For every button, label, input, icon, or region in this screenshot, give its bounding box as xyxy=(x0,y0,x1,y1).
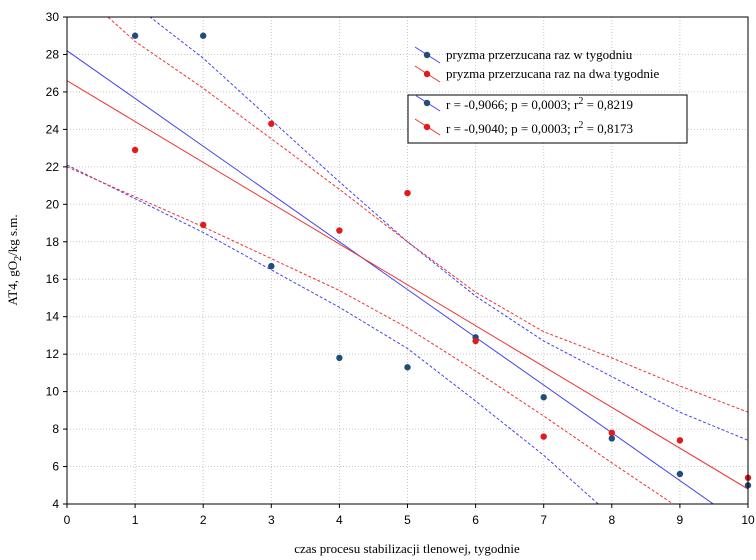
x-tick-label: 7 xyxy=(540,513,547,527)
y-tick-label: 18 xyxy=(46,235,60,249)
stats-text-series-1: r = -0,9066; p = 0,0003; r2 = 0,8219 xyxy=(446,96,633,112)
data-point-series-2 xyxy=(131,146,139,154)
legend-item-series-2: pryzma przerzucana raz na dwa tygodnie xyxy=(414,65,660,83)
data-point-series-1 xyxy=(200,32,207,39)
data-point-series-1 xyxy=(404,364,411,371)
data-point-series-2 xyxy=(404,189,411,197)
legend-marker-series-1 xyxy=(423,51,431,59)
data-point-series-2 xyxy=(472,337,479,345)
x-tick-label: 5 xyxy=(404,513,411,527)
x-tick-label: 6 xyxy=(472,513,479,527)
x-tick-label: 9 xyxy=(677,513,684,527)
data-point-series-2 xyxy=(268,120,275,127)
x-tick-label: 2 xyxy=(200,513,207,527)
x-tick-label: 3 xyxy=(268,513,275,527)
legend-item-series-1: pryzma przerzucana raz w tygodniu xyxy=(414,46,633,64)
data-points xyxy=(131,32,752,489)
data-point-series-2 xyxy=(200,221,207,229)
data-point-series-1 xyxy=(540,394,547,401)
y-tick-label: 20 xyxy=(46,197,60,211)
y-tick-label: 4 xyxy=(52,497,59,511)
confidence-band-upper-series-1 xyxy=(149,17,748,441)
y-tick-label: 10 xyxy=(46,385,60,399)
confidence-band-lower-series-2 xyxy=(67,166,674,504)
x-tick-label: 4 xyxy=(336,513,343,527)
x-axis-title: czas procesu stabilizacji tlenowej, tygo… xyxy=(294,541,520,556)
y-axis-title: AT4, gO2/kg s.m. xyxy=(5,214,24,305)
stats-marker-series-2 xyxy=(423,123,431,131)
data-point-series-1 xyxy=(676,470,684,478)
stats-item-series-2: r = -0,9040; p = 0,0003; r2 = 0,8173 xyxy=(414,118,633,136)
x-tick-label: 10 xyxy=(741,513,755,527)
y-tick-label: 30 xyxy=(46,10,60,24)
stats-text-series-2: r = -0,9040; p = 0,0003; r2 = 0,8173 xyxy=(446,120,633,136)
y-tick-label: 26 xyxy=(46,85,60,99)
regression-line-series-1 xyxy=(67,50,715,504)
data-point-series-2 xyxy=(336,227,343,234)
data-point-series-1 xyxy=(336,354,343,362)
fit-lines xyxy=(67,17,748,504)
y-tick-label: 12 xyxy=(46,347,60,361)
stats-box xyxy=(407,94,688,144)
y-tick-label: 16 xyxy=(46,272,60,286)
y-tick-label: 22 xyxy=(46,160,60,174)
legend-label-series-1: pryzma przerzucana raz w tygodniu xyxy=(446,47,633,62)
data-point-series-1 xyxy=(131,32,139,39)
x-tick-label: 8 xyxy=(608,513,615,527)
data-point-series-1 xyxy=(608,435,615,442)
stats-item-series-1: r = -0,9066; p = 0,0003; r2 = 0,8219 xyxy=(414,94,633,112)
y-tick-label: 28 xyxy=(46,47,60,61)
legend: pryzma przerzucana raz w tygodniu pryzma… xyxy=(407,46,688,144)
x-tick-label: 1 xyxy=(132,513,139,527)
confidence-band-upper-series-2 xyxy=(107,17,748,413)
stats-marker-series-1 xyxy=(423,99,431,107)
y-tick-label: 6 xyxy=(52,460,59,474)
data-point-series-2 xyxy=(676,437,684,444)
confidence-band-lower-series-1 xyxy=(67,164,599,504)
y-tick-label: 14 xyxy=(46,310,60,324)
legend-marker-series-2 xyxy=(423,70,431,78)
legend-label-series-2: pryzma przerzucana raz na dwa tygodnie xyxy=(446,66,660,81)
data-point-series-2 xyxy=(608,429,615,437)
y-tick-label: 24 xyxy=(46,122,60,136)
data-point-series-1 xyxy=(268,262,275,270)
data-point-series-2 xyxy=(540,433,547,440)
x-tick-label: 0 xyxy=(64,513,71,527)
y-tick-label: 8 xyxy=(52,422,59,436)
regression-line-series-2 xyxy=(67,80,748,490)
